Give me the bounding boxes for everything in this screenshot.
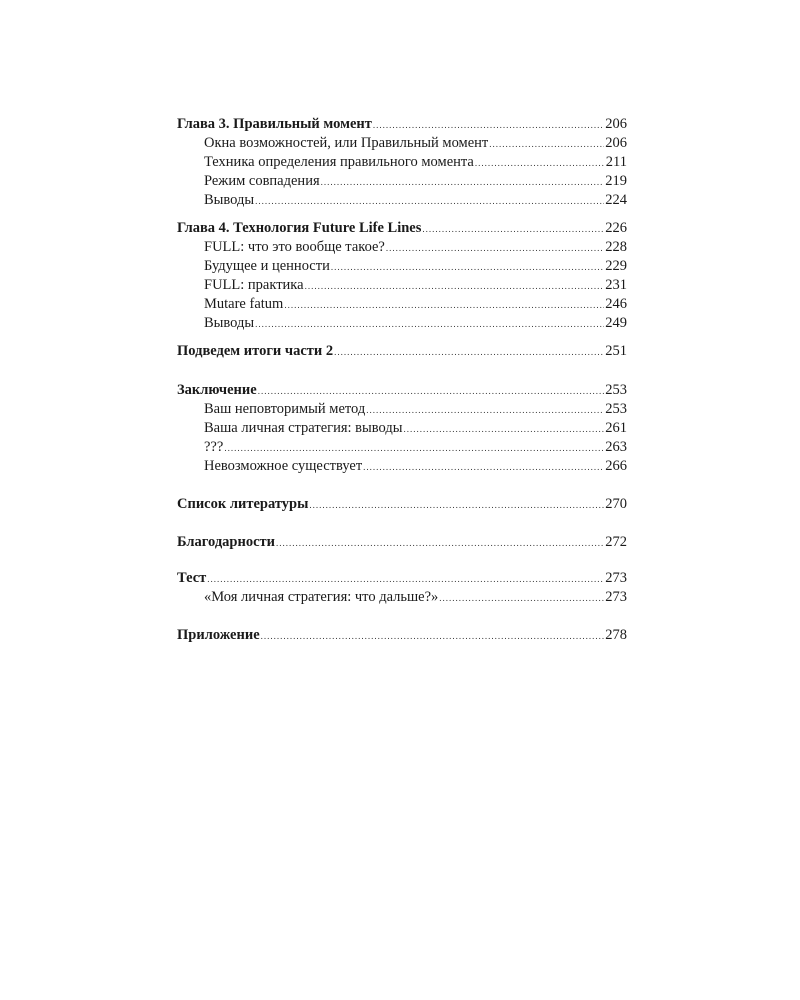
toc-subentry[interactable]: Невозможное существует 266 xyxy=(177,457,627,476)
page-number: 229 xyxy=(605,258,627,274)
entry-title: Режим совпадения xyxy=(204,173,320,189)
dot-leader xyxy=(284,296,604,315)
toc-section: Приложение 278 xyxy=(177,626,627,645)
dot-leader xyxy=(366,401,604,420)
toc-chapter-entry[interactable]: Тест 273 xyxy=(177,569,627,588)
dot-leader xyxy=(305,277,605,296)
dot-leader xyxy=(363,458,604,477)
dot-leader xyxy=(403,420,604,439)
entry-title: Невозможное существует xyxy=(204,458,363,474)
page-number: 231 xyxy=(605,277,627,293)
page-number: 273 xyxy=(605,589,627,605)
page-number: 224 xyxy=(605,192,627,208)
entry-title: Ваша личная стратегия: выводы xyxy=(204,420,403,436)
dot-leader xyxy=(489,135,604,154)
toc-section: Глава 3. Правильный момент206Окна возмож… xyxy=(177,115,627,210)
dot-leader xyxy=(261,627,605,646)
page-number: 266 xyxy=(605,458,627,474)
entry-title: Выводы xyxy=(204,315,255,331)
page-number: 278 xyxy=(605,627,627,643)
dot-leader xyxy=(321,173,605,192)
page-number: 253 xyxy=(605,382,627,398)
toc-subentry[interactable]: Будущее и ценности 229 xyxy=(177,257,627,276)
toc-chapter-entry[interactable]: Приложение 278 xyxy=(177,626,627,645)
entry-title: FULL: что это вообще такое? xyxy=(204,239,385,255)
toc-chapter-entry[interactable]: Глава 3. Правильный момент 206 xyxy=(177,115,627,134)
dot-leader xyxy=(276,534,604,553)
toc-section: Благодарности 272 xyxy=(177,533,627,552)
page-number: 206 xyxy=(605,135,627,151)
toc-chapter-entry[interactable]: Подведем итоги части 2 251 xyxy=(177,342,627,361)
dot-leader xyxy=(255,315,604,334)
page-number: 251 xyxy=(605,343,627,359)
dot-leader xyxy=(207,570,604,589)
dot-leader xyxy=(224,439,604,458)
dot-leader xyxy=(386,239,604,258)
toc-section: Тест273«Моя личная стратегия: что дальше… xyxy=(177,569,627,607)
page-number: 270 xyxy=(605,496,627,512)
page-number: 228 xyxy=(605,239,627,255)
toc-section: Заключение253Ваш неповторимый метод253Ва… xyxy=(177,381,627,476)
toc-section: Список литературы 270 xyxy=(177,495,627,514)
page-number: 263 xyxy=(605,439,627,455)
entry-title: Глава 3. Правильный момент xyxy=(177,116,372,132)
dot-leader xyxy=(258,382,605,401)
toc-subentry[interactable]: Mutare fatum 246 xyxy=(177,295,627,314)
entry-title: Ваш неповторимый метод xyxy=(204,401,366,417)
dot-leader xyxy=(422,220,604,239)
toc-chapter-entry[interactable]: Благодарности 272 xyxy=(177,533,627,552)
toc-subentry[interactable]: Ваш неповторимый метод 253 xyxy=(177,400,627,419)
page-number: 261 xyxy=(605,420,627,436)
dot-leader xyxy=(309,496,604,515)
entry-title: Подведем итоги части 2 xyxy=(177,343,334,359)
page-number: 272 xyxy=(605,534,627,550)
page-number: 253 xyxy=(605,401,627,417)
entry-title: «Моя личная стратегия: что дальше?» xyxy=(204,589,439,605)
page-number: 219 xyxy=(605,173,627,189)
entry-title: Список литературы xyxy=(177,496,309,512)
entry-title: Окна возможностей, или Правильный момент xyxy=(204,135,489,151)
toc-subentry[interactable]: FULL: практика 231 xyxy=(177,276,627,295)
page-number: 211 xyxy=(605,154,627,170)
toc-subentry[interactable]: Техника определения правильного момента 2… xyxy=(177,153,627,172)
entry-title: Благодарности xyxy=(177,534,276,550)
entry-title: ??? xyxy=(204,439,224,455)
entry-title: Выводы xyxy=(204,192,255,208)
entry-title: Глава 4. Технология Future Life Lines xyxy=(177,220,422,236)
dot-leader xyxy=(334,343,604,362)
page-number: 246 xyxy=(605,296,627,312)
toc-section: Глава 4. Технология Future Life Lines 226… xyxy=(177,219,627,333)
dot-leader xyxy=(255,192,604,211)
entry-title: Будущее и ценности xyxy=(204,258,330,274)
toc-subentry[interactable]: Выводы 224 xyxy=(177,191,627,210)
toc-chapter-entry[interactable]: Глава 4. Технология Future Life Lines 226 xyxy=(177,219,627,238)
toc-subentry[interactable]: Ваша личная стратегия: выводы 261 xyxy=(177,419,627,438)
toc-subentry[interactable]: ??? 263 xyxy=(177,438,627,457)
toc-chapter-entry[interactable]: Список литературы 270 xyxy=(177,495,627,514)
entry-title: Заключение xyxy=(177,382,257,398)
dot-leader xyxy=(475,154,605,173)
entry-title: Приложение xyxy=(177,627,260,643)
toc-subentry[interactable]: Режим совпадения 219 xyxy=(177,172,627,191)
page-number: 249 xyxy=(605,315,627,331)
entry-title: Техника определения правильного момента xyxy=(204,154,474,170)
toc-subentry[interactable]: Выводы 249 xyxy=(177,314,627,333)
toc-chapter-entry[interactable]: Заключение 253 xyxy=(177,381,627,400)
dot-leader xyxy=(331,258,604,277)
toc-subentry[interactable]: FULL: что это вообще такое? 228 xyxy=(177,238,627,257)
page-number: 226 xyxy=(605,220,627,236)
entry-title: FULL: практика xyxy=(204,277,304,293)
page-number: 273 xyxy=(605,570,627,586)
toc-subentry[interactable]: «Моя личная стратегия: что дальше?» 273 xyxy=(177,588,627,607)
dot-leader xyxy=(373,116,604,135)
entry-title: Mutare fatum xyxy=(204,296,284,312)
entry-title: Тест xyxy=(177,570,207,586)
page-number: 206 xyxy=(605,116,627,132)
toc-section: Подведем итоги части 2 251 xyxy=(177,342,627,361)
dot-leader xyxy=(439,589,604,608)
table-of-contents: Глава 3. Правильный момент206Окна возмож… xyxy=(177,115,627,645)
toc-subentry[interactable]: Окна возможностей, или Правильный момент… xyxy=(177,134,627,153)
